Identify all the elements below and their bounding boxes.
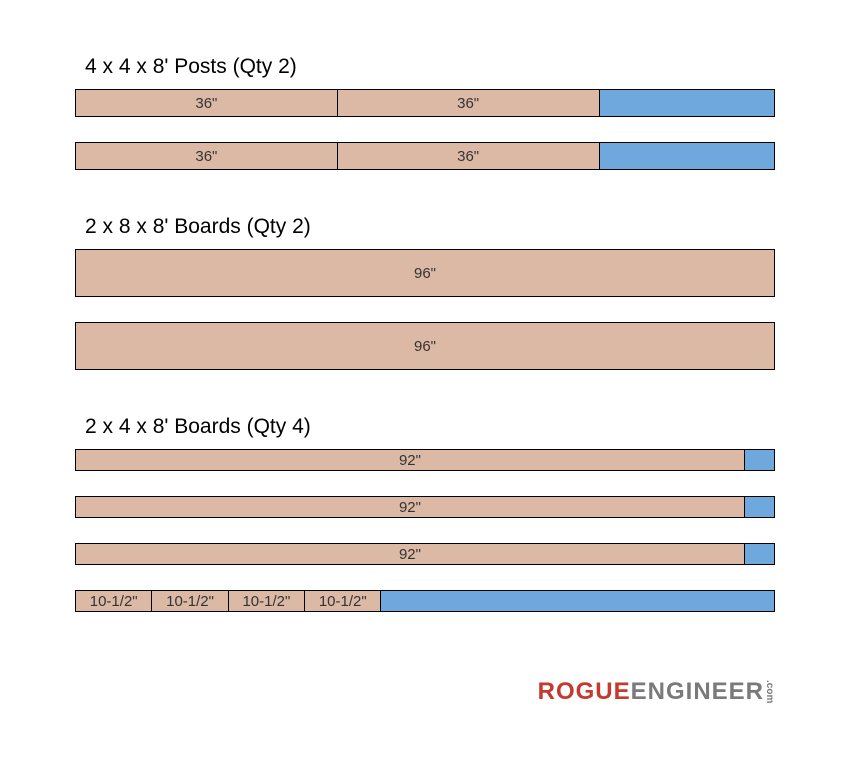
logo: ROGUEENGINEER.com: [538, 678, 775, 706]
cut-segment: 96": [76, 250, 774, 296]
cut-segment: 10-1/2": [76, 591, 152, 611]
waste-segment: [381, 591, 774, 611]
board-row: 36"36": [75, 89, 775, 117]
waste-segment: [745, 450, 774, 470]
board-row: 92": [75, 496, 775, 518]
cut-segment: 36": [338, 90, 600, 116]
cut-segment: 92": [76, 450, 745, 470]
board-row: 92": [75, 543, 775, 565]
cut-segment: 10-1/2": [152, 591, 228, 611]
section-title: 4 x 4 x 8' Posts (Qty 2): [85, 55, 775, 79]
waste-segment: [745, 544, 774, 564]
cut-segment: 36": [338, 143, 600, 169]
logo-part1: ROGUE: [538, 678, 631, 705]
cut-segment: 10-1/2": [305, 591, 381, 611]
waste-segment: [600, 90, 775, 116]
section-title: 2 x 4 x 8' Boards (Qty 4): [85, 415, 775, 439]
waste-segment: [745, 497, 774, 517]
board-row: 96": [75, 322, 775, 370]
logo-part2: ENGINEER: [631, 678, 764, 705]
board-row: 36"36": [75, 142, 775, 170]
cut-segment: 10-1/2": [229, 591, 305, 611]
cut-segment: 96": [76, 323, 774, 369]
section-title: 2 x 8 x 8' Boards (Qty 2): [85, 215, 775, 239]
logo-suffix: .com: [764, 680, 775, 703]
waste-segment: [600, 143, 775, 169]
cut-segment: 36": [76, 90, 338, 116]
cut-diagram: 4 x 4 x 8' Posts (Qty 2)36"36"36"36"2 x …: [75, 55, 775, 612]
cut-segment: 36": [76, 143, 338, 169]
board-row: 96": [75, 249, 775, 297]
cut-segment: 92": [76, 544, 745, 564]
board-row: 10-1/2"10-1/2"10-1/2"10-1/2": [75, 590, 775, 612]
board-row: 92": [75, 449, 775, 471]
cut-segment: 92": [76, 497, 745, 517]
